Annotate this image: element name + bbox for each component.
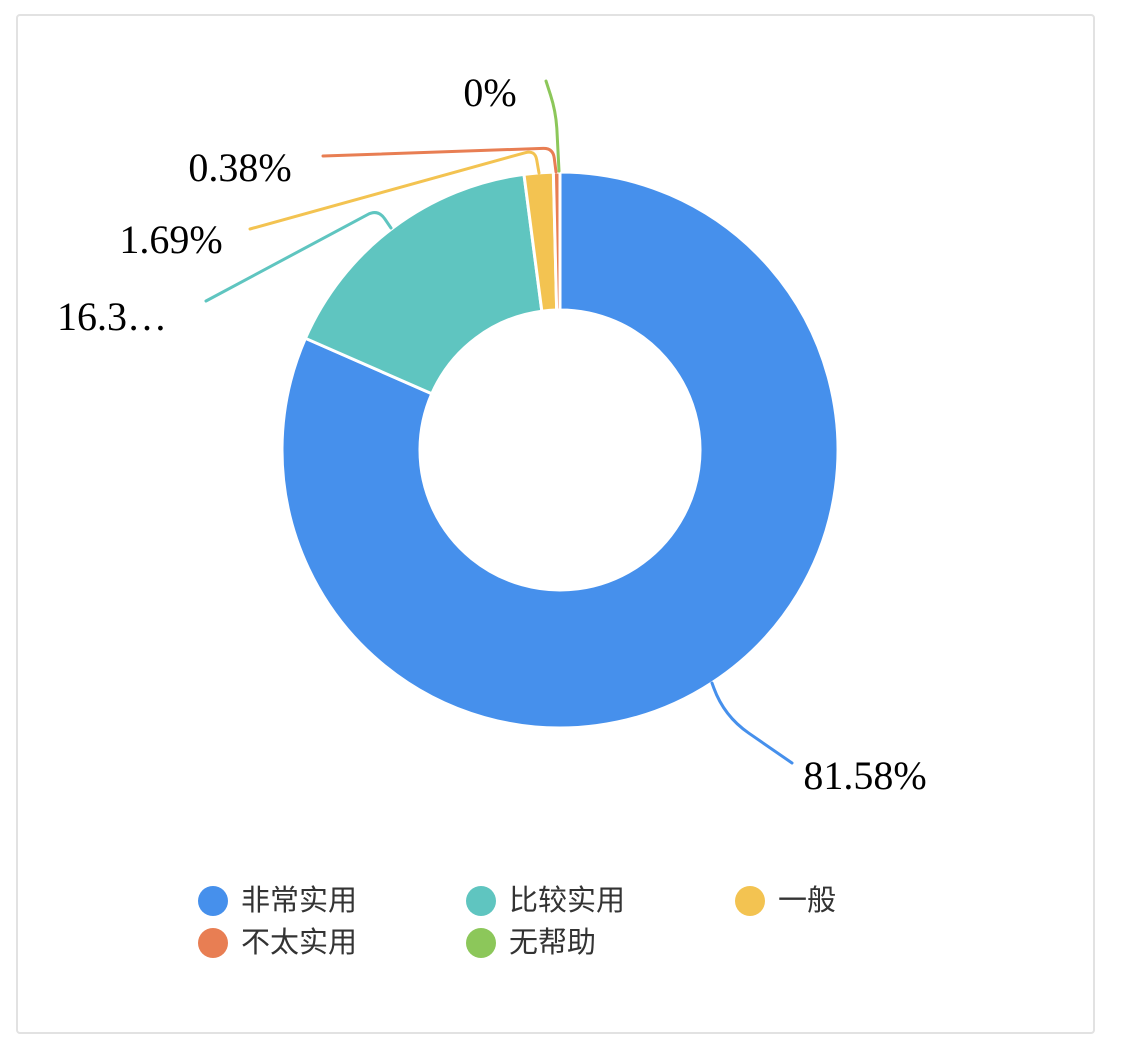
pie-slice-0[interactable]: [280, 170, 840, 730]
legend-swatch-icon: [466, 928, 496, 958]
slice-percent-label: 0%: [463, 70, 517, 115]
legend-label: 一般: [778, 884, 837, 917]
legend-label: 比较实用: [509, 884, 626, 917]
slice-percent-label: 0.38%: [188, 145, 292, 190]
label-line-4: [544, 79, 561, 173]
legend-swatch-icon: [198, 928, 228, 958]
slice-percent-label: 81.58%: [803, 753, 927, 798]
legend-item-1[interactable]: 比较实用: [466, 884, 625, 918]
legend-item-0[interactable]: 非常实用: [198, 884, 357, 918]
legend-item-2[interactable]: 一般: [735, 884, 836, 918]
legend-label: 不太实用: [241, 926, 358, 959]
slice-percent-label: 16.3…: [57, 294, 167, 339]
legend-item-4[interactable]: 无帮助: [466, 926, 596, 960]
legend-item-3[interactable]: 不太实用: [198, 926, 357, 960]
legend-label: 无帮助: [509, 926, 597, 959]
legend-label: 非常实用: [241, 884, 358, 917]
pie-slice-1[interactable]: [303, 172, 544, 396]
label-line-3: [321, 146, 558, 174]
legend-swatch-icon: [735, 886, 765, 916]
label-line-1: [204, 211, 393, 303]
label-line-2: [248, 150, 541, 231]
label-line-0: [710, 681, 794, 765]
legend-swatch-icon: [466, 886, 496, 916]
label-lines: [204, 79, 794, 765]
slice-percent-label: 1.69%: [119, 217, 223, 262]
pie-slices: [280, 170, 840, 730]
legend-swatch-icon: [198, 886, 228, 916]
